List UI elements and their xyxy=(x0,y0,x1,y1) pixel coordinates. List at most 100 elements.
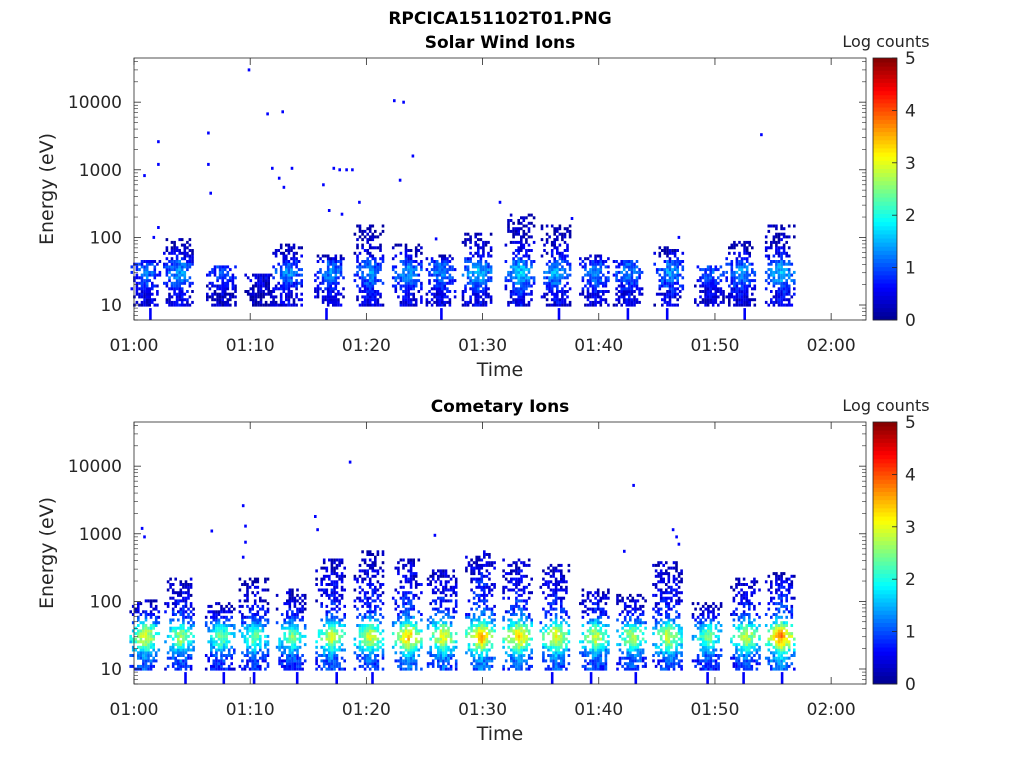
heatmap-cell xyxy=(164,667,167,671)
heatmap-cell xyxy=(182,596,185,600)
heatmap-cell xyxy=(131,664,135,668)
heatmap-cell xyxy=(483,583,486,586)
heatmap-cell xyxy=(412,643,415,647)
heatmap-cell xyxy=(431,607,435,611)
heatmap-cell xyxy=(412,561,415,565)
heatmap-cell xyxy=(553,243,556,247)
heatmap-cell xyxy=(452,615,455,619)
heatmap-cell xyxy=(316,284,320,288)
heatmap-cell xyxy=(366,604,369,608)
heatmap-cell xyxy=(282,279,286,283)
heatmap-cell xyxy=(777,238,781,242)
heatmap-cell xyxy=(153,276,157,280)
heatmap-cell xyxy=(439,656,443,660)
heatmap-cell xyxy=(246,604,249,608)
heatmap-cell xyxy=(371,569,375,573)
heatmap-cell xyxy=(361,265,364,269)
heatmap-cell xyxy=(368,238,372,242)
heatmap-cell xyxy=(187,583,190,586)
heatmap-cell xyxy=(668,260,672,263)
heatmap-cell xyxy=(563,232,567,236)
heatmap-cell xyxy=(439,569,443,573)
heatmap-cell xyxy=(561,238,564,242)
heatmap-cell xyxy=(484,240,488,244)
heatmap-cell xyxy=(316,292,320,296)
heatmap-cell xyxy=(173,287,176,291)
colorbar-segment xyxy=(873,70,897,75)
heatmap-cell xyxy=(740,292,744,296)
heatmap-cell xyxy=(376,580,380,584)
heatmap-cell xyxy=(252,672,256,684)
heatmap-cell xyxy=(264,284,268,288)
heatmap-cell xyxy=(254,303,258,307)
heatmap-cell xyxy=(371,574,375,578)
heatmap-cell xyxy=(394,599,398,603)
heatmap-cell xyxy=(145,298,149,302)
heatmap-cell xyxy=(222,672,226,684)
heatmap-cell xyxy=(441,284,444,288)
heatmap-cell xyxy=(527,213,531,217)
heatmap-cell xyxy=(420,300,423,304)
heatmap-cell xyxy=(668,251,672,255)
heatmap-cell xyxy=(444,640,448,644)
heatmap-cell xyxy=(137,610,140,614)
heatmap-cell xyxy=(525,260,528,263)
heatmap-cell xyxy=(772,276,776,280)
heatmap-cell xyxy=(591,265,595,269)
heatmap-cell xyxy=(444,645,448,649)
heatmap-cell xyxy=(144,637,148,641)
heatmap-cell xyxy=(374,235,377,239)
heatmap-cell xyxy=(295,279,298,283)
heatmap-cell xyxy=(696,279,700,283)
heatmap-cell xyxy=(599,276,603,280)
heatmap-cell xyxy=(548,279,551,283)
heatmap-cell xyxy=(557,308,561,320)
colorbar-segment xyxy=(873,283,897,288)
heatmap-cell xyxy=(520,257,523,261)
heatmap-cell xyxy=(502,596,505,600)
heatmap-cell xyxy=(558,298,562,302)
heatmap-cell xyxy=(522,303,526,307)
heatmap-cell xyxy=(253,645,257,649)
heatmap-cell xyxy=(233,634,236,638)
heatmap-cell xyxy=(477,281,480,285)
heatmap-cell xyxy=(740,260,744,263)
heatmap-cell xyxy=(438,273,441,277)
heatmap-cell xyxy=(269,295,273,299)
heatmap-cell xyxy=(454,585,458,589)
heatmap-cell xyxy=(514,292,518,296)
heatmap-cell xyxy=(748,254,751,258)
heatmap-cell xyxy=(520,249,523,252)
heatmap-cell xyxy=(407,662,410,666)
heatmap-cell xyxy=(409,558,413,562)
heatmap-cell xyxy=(437,662,440,666)
heatmap-cell xyxy=(333,634,336,638)
heatmap-cell xyxy=(253,656,257,660)
heatmap-cell xyxy=(449,648,453,652)
heatmap-cell xyxy=(177,654,180,657)
heatmap-cell xyxy=(325,618,329,622)
heatmap-cell xyxy=(280,624,284,627)
heatmap-cell xyxy=(681,251,685,255)
heatmap-cell xyxy=(334,254,338,258)
heatmap-cell xyxy=(207,604,210,608)
heatmap-cell xyxy=(149,643,153,647)
heatmap-cell xyxy=(374,281,377,285)
heatmap-cell xyxy=(617,279,621,283)
heatmap-cell xyxy=(394,276,398,280)
heatmap-cell xyxy=(335,664,339,668)
heatmap-cell xyxy=(184,610,188,614)
heatmap-cell xyxy=(212,624,216,627)
heatmap-cell xyxy=(222,662,226,666)
heatmap-cell xyxy=(180,265,184,269)
heatmap-cell xyxy=(719,265,723,269)
heatmap-cell xyxy=(264,667,267,671)
heatmap-cell xyxy=(658,287,662,291)
heatmap-cell xyxy=(591,270,595,274)
heatmap-cell xyxy=(793,270,796,274)
heatmap-cell xyxy=(477,640,481,644)
heatmap-cell xyxy=(175,298,179,302)
heatmap-cell xyxy=(217,634,221,638)
heatmap-cell xyxy=(149,308,152,320)
heatmap-cell xyxy=(490,607,494,611)
